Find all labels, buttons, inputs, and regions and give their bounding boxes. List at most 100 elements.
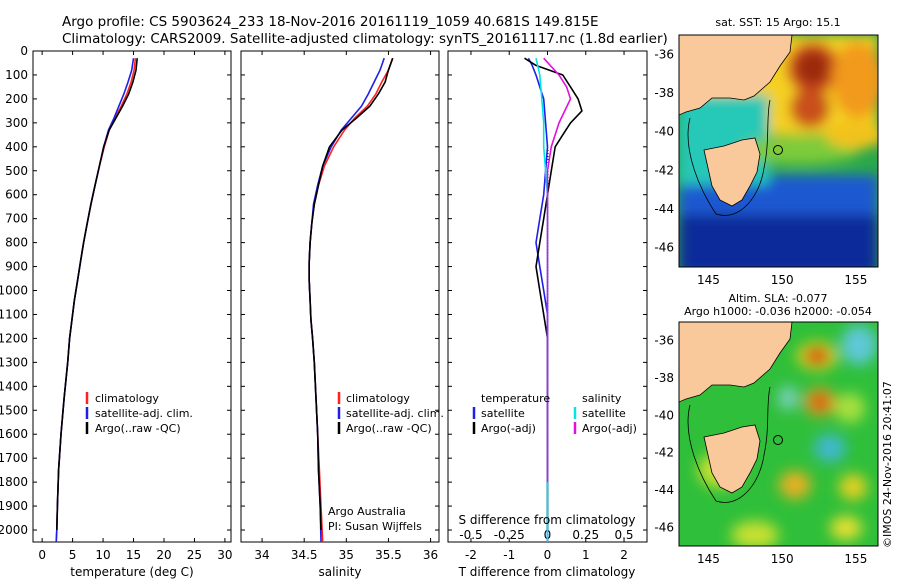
y-tick-label: 400 — [5, 140, 28, 154]
map-y-tick-label: -42 — [654, 163, 674, 177]
map-y-tick-label: -46 — [654, 520, 674, 534]
salinity-panel — [240, 50, 440, 543]
x-tick-label: 1 — [582, 548, 590, 562]
legend-argo: Argo(..raw -QC) — [95, 422, 181, 435]
x-tick-label: 5 — [69, 548, 77, 562]
map-y-tick-label: -40 — [654, 408, 674, 422]
temperature-panel — [32, 50, 232, 543]
argo-location-marker — [773, 435, 783, 445]
legend-climatology: climatology — [95, 392, 159, 405]
annotation-argo-australia: Argo Australia — [328, 505, 406, 518]
y-tick-label: 1300 — [0, 355, 28, 369]
y-tick-label: 1700 — [0, 451, 28, 465]
x-tick-label: 0 — [38, 548, 46, 562]
header-line-2: Climatology: CARS2009. Satellite-adjuste… — [62, 31, 668, 47]
map-y-tick-label: -46 — [654, 241, 674, 255]
map-x-tick-label: 155 — [844, 273, 867, 287]
legend-salinity-title: salinity — [582, 392, 622, 405]
sla-map — [679, 322, 878, 546]
y-tick-label: 100 — [5, 68, 28, 82]
x-tick-label: -1 — [503, 548, 515, 562]
map-x-tick-label: 145 — [697, 273, 720, 287]
sst-map-title: sat. SST: 15 Argo: 15.1 — [715, 16, 840, 29]
y-tick-label: 2000 — [0, 523, 28, 537]
difference-xlabel-top: S difference from climatology — [459, 513, 636, 527]
legend-climatology: climatology — [346, 392, 410, 405]
map-y-tick-label: -38 — [654, 371, 674, 385]
map-y-tick-label: -38 — [654, 86, 674, 100]
legend-salinity-satellite: satellite — [582, 407, 626, 420]
y-tick-label: 1900 — [0, 499, 28, 513]
map-y-tick-label: -44 — [654, 202, 674, 216]
x-tick-label: 30 — [217, 548, 232, 562]
legend-temperature-argo: Argo(-adj) — [481, 422, 536, 435]
map-y-tick-label: -40 — [654, 125, 674, 139]
header-line-1: Argo profile: CS 5903624_233 18-Nov-2016… — [62, 14, 599, 30]
x-tick-label: 34.5 — [291, 548, 318, 562]
x-tick-label: 35.5 — [375, 548, 402, 562]
y-tick-label: 700 — [5, 212, 28, 226]
x-tick-label: 15 — [126, 548, 141, 562]
legend-salinity-argo: Argo(-adj) — [582, 422, 637, 435]
salinity-legend: climatology satellite-adj. clim. Argo(..… — [328, 392, 444, 533]
legend-argo: Argo(..raw -QC) — [346, 422, 432, 435]
series-line-argo-raw-qc — [308, 57, 394, 531]
x-top-tick-label: 0.25 — [572, 528, 599, 542]
y-tick-label: 800 — [5, 236, 28, 250]
legend-temperature-title: temperature — [481, 392, 550, 405]
temperature-xlabel: temperature (deg C) — [70, 565, 193, 579]
map-x-tick-label: 145 — [697, 552, 720, 566]
x-tick-label: 34 — [254, 548, 269, 562]
legend-satellite: satellite-adj. clim. — [346, 407, 444, 420]
x-top-tick-label: 0.5 — [614, 528, 633, 542]
watermark: ©IMOS 24-Nov-2016 20:41:07 — [881, 381, 894, 548]
map-x-tick-label: 155 — [844, 552, 867, 566]
x-tick-label: 0 — [544, 548, 552, 562]
sla-map-subtitle: Argo h1000: -0.036 h2000: -0.054 — [684, 305, 872, 318]
y-tick-label: 1000 — [0, 284, 28, 298]
y-tick-label: 200 — [5, 92, 28, 106]
y-tick-label: 1600 — [0, 427, 28, 441]
map-x-tick-label: 150 — [771, 273, 794, 287]
x-tick-label: 10 — [95, 548, 110, 562]
series-line-argo-raw-qc — [56, 58, 138, 531]
y-tick-label: 900 — [5, 260, 28, 274]
difference-legend: temperature satellite Argo(-adj) salinit… — [472, 392, 637, 435]
x-tick-label: 2 — [620, 548, 628, 562]
legend-temperature-satellite: satellite — [481, 407, 525, 420]
annotation-pi: PI: Susan Wijffels — [328, 520, 422, 533]
legend-satellite: satellite-adj. clim. — [95, 407, 193, 420]
y-tick-label: 1200 — [0, 331, 28, 345]
x-tick-label: 20 — [156, 548, 171, 562]
series-line-salinity-argo-adj — [543, 57, 572, 483]
y-tick-label: 1400 — [0, 379, 28, 393]
x-tick-label: 36 — [423, 548, 438, 562]
map-y-tick-label: -36 — [654, 334, 674, 348]
salinity-xlabel: salinity — [318, 565, 361, 579]
y-tick-label: 300 — [5, 116, 28, 130]
y-tick-label: 1800 — [0, 475, 28, 489]
y-tick-label: 0 — [20, 44, 28, 58]
difference-xlabel: T difference from climatology — [458, 565, 636, 579]
map-y-tick-label: -36 — [654, 47, 674, 61]
difference-series-group — [524, 57, 583, 542]
x-top-tick-label: -0.5 — [459, 528, 482, 542]
y-tick-label: 500 — [5, 164, 28, 178]
map-x-tick-label: 150 — [771, 552, 794, 566]
x-top-tick-label: -0.25 — [494, 528, 525, 542]
sla-map-title: Altim. SLA: -0.077 — [728, 292, 827, 305]
y-tick-label: 600 — [5, 188, 28, 202]
argo-location-marker — [773, 145, 783, 155]
x-tick-label: 25 — [187, 548, 202, 562]
y-tick-label: 1500 — [0, 403, 28, 417]
salinity-series-group — [308, 57, 394, 542]
y-tick-label: 1100 — [0, 307, 28, 321]
map-y-tick-label: -44 — [654, 483, 674, 497]
map-y-tick-label: -42 — [654, 446, 674, 460]
x-tick-label: 35 — [339, 548, 354, 562]
x-tick-label: -2 — [465, 548, 477, 562]
temperature-legend: climatology satellite-adj. clim. Argo(..… — [85, 392, 193, 435]
sst-map — [679, 35, 878, 267]
temperature-series-group — [55, 58, 138, 542]
